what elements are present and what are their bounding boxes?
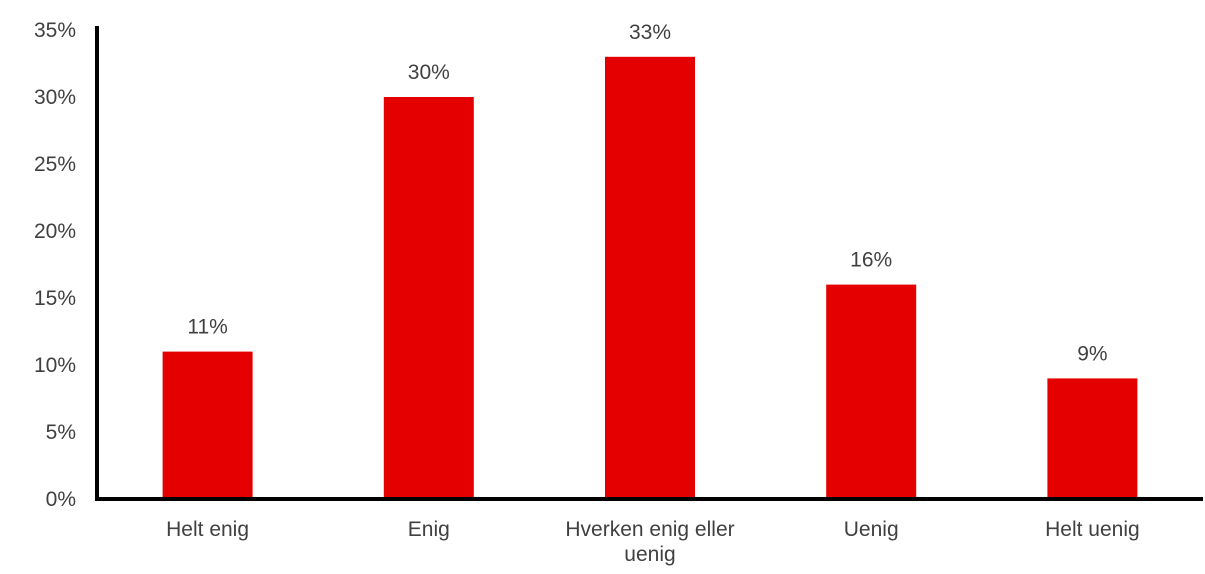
bar [826,284,917,499]
axes [95,26,1203,501]
bar [1047,378,1138,499]
bar [383,97,474,499]
y-tick-label: 25% [34,153,76,176]
x-tick-label-line: Helt enig [166,518,249,541]
x-tick-label-line: Helt uenig [1045,518,1140,541]
bar [162,351,253,499]
data-label: 33% [629,21,671,44]
y-tick-label: 35% [34,19,76,42]
x-tick-label: Uenig [844,518,899,541]
data-label: 9% [1077,342,1107,365]
y-tick-label: 0% [46,488,76,511]
bar [605,56,695,500]
bars [162,56,1138,500]
y-tick-label: 20% [34,220,76,243]
x-tick-label-line: Uenig [844,518,899,541]
y-tick-label: 30% [34,86,76,109]
x-tick-label-line: uenig [624,543,675,566]
y-axis-ticks: 0% 5% 10% 15% 20% 25% 30% 35% [34,19,76,511]
data-labels: 11% 30% 33% 16% 9% [187,21,1107,366]
data-label: 30% [408,61,450,84]
data-label: 16% [850,249,892,272]
x-tick-label: Enig [408,518,450,541]
x-tick-label: Helt enig [166,518,249,541]
x-tick-label: Hverken enig eller uenig [565,518,734,566]
x-tick-label-line: Hverken enig eller [565,518,734,541]
x-tick-label: Helt uenig [1045,518,1140,541]
y-tick-label: 10% [34,354,76,377]
y-tick-label: 15% [34,287,76,310]
x-axis-labels: Helt enig Enig Hverken enig eller uenig Ueni… [166,518,1140,566]
x-tick-label-line: Enig [408,518,450,541]
data-label: 11% [187,316,227,339]
y-tick-label: 5% [46,421,76,444]
